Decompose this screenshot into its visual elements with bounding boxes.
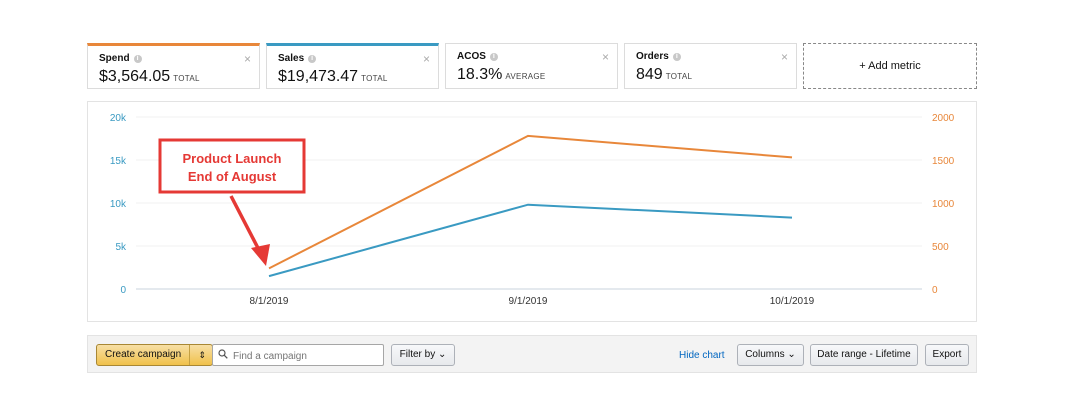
y-right-tick-label: 1000 [932,199,955,210]
metric-value: 18.3% AVERAGE [457,66,546,84]
y-right-tick-label: 500 [932,242,949,253]
metric-aggregation: TOTAL [361,74,388,83]
search-icon [218,349,228,359]
y-right-tick-label: 1500 [932,156,955,167]
metric-title: Sales [278,53,305,64]
metric-card-acos[interactable]: ACOS i × 18.3% AVERAGE [445,43,618,89]
info-icon[interactable]: i [489,53,498,61]
metric-card-sales[interactable]: Sales i × $19,473.47 TOTAL [266,43,439,89]
y-left-tick-label: 5k [115,242,127,253]
series-line-sales [268,203,793,278]
annotation-box [158,138,306,194]
y-left-tick-label: 10k [110,199,127,210]
x-tick-label: 9/1/2019 [509,296,548,307]
info-icon[interactable]: i [672,53,681,61]
annotation-arrow-head [251,244,270,266]
button-divider [189,345,190,365]
export-button[interactable]: Export [925,344,969,366]
metric-number: $19,473.47 [278,68,359,85]
add-metric-button[interactable]: + Add metric [803,43,977,89]
metric-value: $19,473.47 TOTAL [278,68,388,86]
dropdown-arrows-icon[interactable]: ⇕ [198,350,206,360]
metric-aggregation: TOTAL [173,74,200,83]
y-right-tick-label: 2000 [932,113,955,124]
create-campaign-label: Create campaign [105,349,182,360]
metric-number: 849 [636,66,663,83]
close-icon[interactable]: × [780,50,788,64]
series-line-spend [268,134,793,270]
metric-title: ACOS [457,51,486,62]
campaign-toolbar: Create campaign ⇕ Filter by ⌄ Hide chart… [87,335,977,373]
columns-button[interactable]: Columns ⌄ [737,344,804,366]
metric-title: Spend [99,53,130,64]
metric-name: ACOS i [457,51,498,62]
metric-card-spend[interactable]: Spend i × $3,564.05 TOTAL [87,43,260,89]
close-icon[interactable]: × [243,52,251,66]
x-tick-label: 8/1/2019 [250,296,289,307]
metric-title: Orders [636,51,669,62]
metric-value: 849 TOTAL [636,66,692,84]
annotation-arrow-shaft [229,195,261,251]
y-left-tick-label: 15k [110,156,127,167]
search-input[interactable] [231,347,383,365]
metric-card-orders[interactable]: Orders i × 849 TOTAL [624,43,797,89]
info-icon[interactable]: i [133,55,142,63]
chart-canvas: 0 5k 10k 15k 20k 0 500 1000 1500 2000 8/1/2019 9/1/… [110,113,955,307]
y-left-tick-label: 20k [110,113,127,124]
y-left-tick-label: 0 [120,285,126,296]
metric-aggregation: AVERAGE [505,72,546,81]
metric-number: 18.3% [457,66,503,83]
metric-value: $3,564.05 TOTAL [99,68,200,86]
y-right-tick-label: 0 [932,285,938,296]
date-range-button[interactable]: Date range - Lifetime [810,344,918,366]
annotation-text: Product Launch [183,151,282,166]
metric-cards: Spend i × $3,564.05 TOTAL Sales i × $19,473… [87,43,977,91]
metric-name: Orders i [636,51,681,62]
annotation-text: End of August [188,169,277,184]
x-tick-label: 10/1/2019 [770,296,815,307]
metric-name: Sales i [278,53,317,64]
metric-name: Spend i [99,53,142,64]
metric-aggregation: TOTAL [665,72,693,81]
close-icon[interactable]: × [422,52,430,66]
campaign-search[interactable] [212,344,384,366]
line-chart: 0 5k 10k 15k 20k 0 500 1000 1500 2000 8/1/2019 9/1/… [87,101,977,322]
info-icon[interactable]: i [308,55,317,63]
hide-chart-link[interactable]: Hide chart [679,350,725,361]
create-campaign-button[interactable]: Create campaign ⇕ [96,344,213,366]
close-icon[interactable]: × [601,50,609,64]
filter-by-button[interactable]: Filter by ⌄ [391,344,455,366]
metric-number: $3,564.05 [99,68,171,85]
